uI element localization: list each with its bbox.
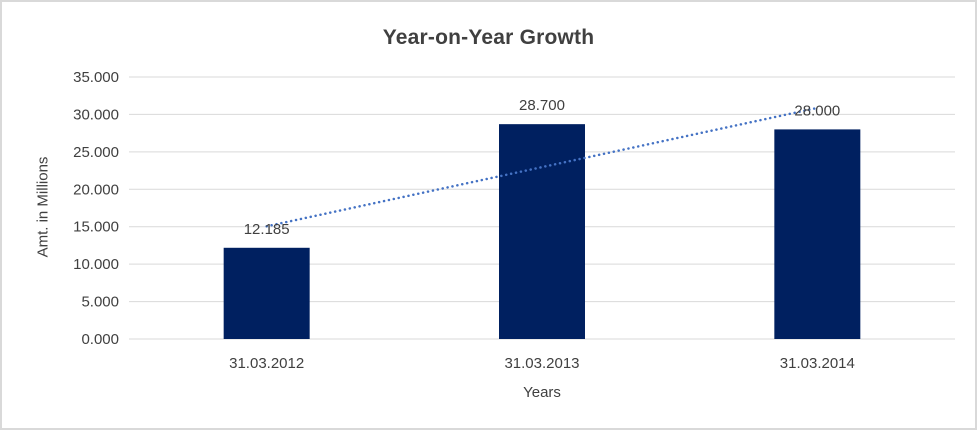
bar: [774, 129, 861, 339]
y-tick-label: 0.000: [81, 331, 119, 348]
x-tick-label: 31.03.2013: [504, 355, 579, 372]
bar-value-label: 12.185: [244, 221, 290, 238]
y-tick-label: 15.000: [73, 219, 119, 236]
y-tick-label: 10.000: [73, 256, 119, 273]
trendline: [265, 106, 819, 228]
y-tick-label: 20.000: [73, 181, 119, 198]
bar-value-label: 28.700: [519, 97, 565, 114]
y-tick-label: 35.000: [73, 69, 119, 86]
y-tick-label: 25.000: [73, 144, 119, 161]
bar-value-label: 28.000: [794, 102, 840, 119]
x-tick-label: 31.03.2014: [780, 355, 855, 372]
x-axis-title: Years: [523, 384, 561, 401]
y-tick-label: 5.000: [81, 294, 119, 311]
chart-title: Year-on-Year Growth: [382, 26, 595, 49]
x-tick-label: 31.03.2012: [229, 355, 304, 372]
y-tick-label: 30.000: [73, 106, 119, 123]
bar: [499, 124, 585, 339]
bar: [223, 247, 310, 339]
